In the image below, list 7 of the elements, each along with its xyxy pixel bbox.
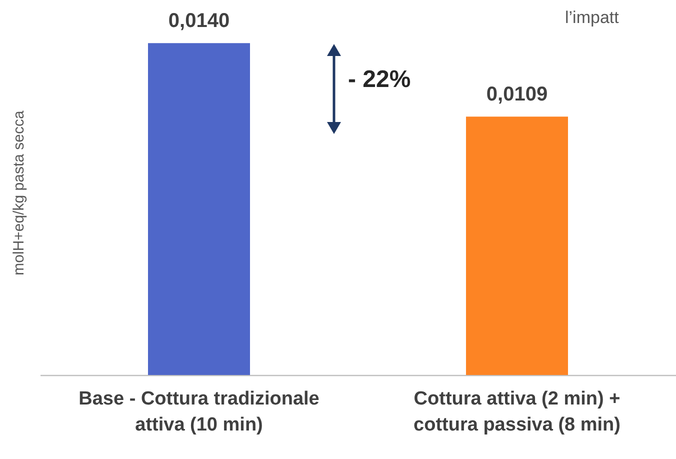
annotation: - 22% (348, 66, 411, 93)
text: l’impatt (565, 8, 620, 27)
data-label: 0,0109 (486, 84, 548, 106)
x-tick-label: Cottura attiva (2 min) + cottura passiva (8 min) (414, 388, 620, 436)
y-axis-title: molH+eq/kg pasta secca (10, 110, 28, 276)
x-tick-label: Base - Cottura tradizionale attiva (10 min) (78, 388, 320, 436)
data-label: 0,0140 (168, 10, 230, 32)
